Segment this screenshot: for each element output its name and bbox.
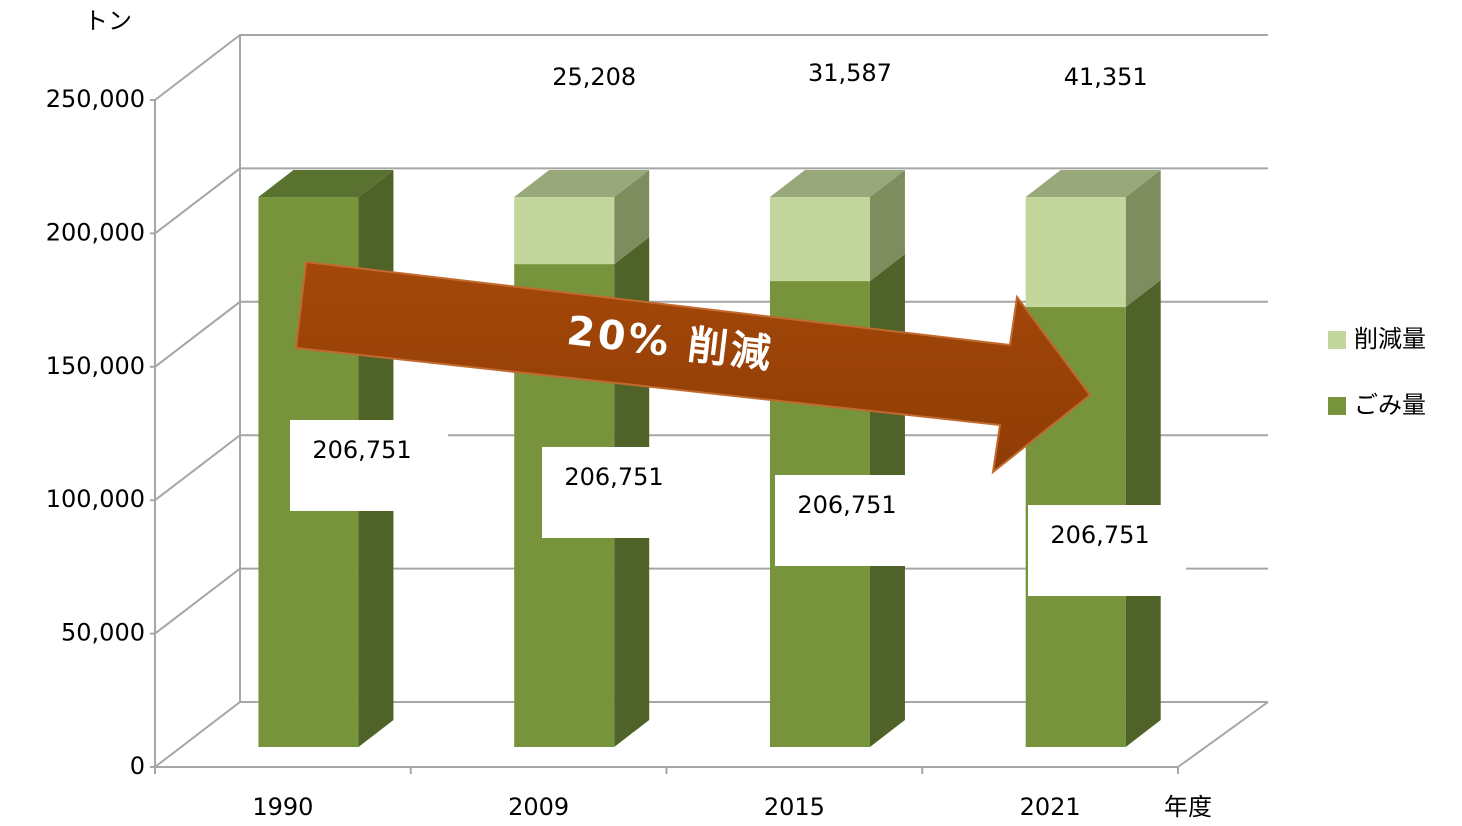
legend-label: 削減量: [1354, 325, 1426, 353]
bar-top: [1025, 170, 1161, 198]
x-tick-label: 2021: [1020, 793, 1081, 821]
x-axis-label: 年度: [1164, 793, 1212, 821]
data-label: 31,587: [808, 59, 892, 87]
data-label: 25,208: [552, 63, 636, 91]
annotation: 206,751: [1050, 521, 1149, 549]
legend-swatch: [1328, 331, 1346, 349]
x-tick-label: 2009: [508, 793, 569, 821]
x-tick-label: 2015: [764, 793, 825, 821]
annotation: 206,751: [564, 463, 663, 491]
y-tick-label: 50,000: [61, 619, 145, 647]
annotation: 206,751: [797, 491, 896, 519]
y-tick-label: 0: [130, 752, 145, 780]
annotation: 206,751: [312, 436, 411, 464]
bar-segment: [1025, 197, 1126, 308]
annotation-box: [290, 420, 448, 511]
annotation-box: [542, 447, 700, 538]
bar-side: [869, 170, 905, 282]
x-tick-label: 1990: [252, 793, 313, 821]
y-tick-label: 100,000: [46, 485, 145, 513]
bar-segment: [769, 197, 870, 282]
grid-line: [154, 701, 1268, 768]
bar-segment: [514, 197, 615, 265]
grid: 0 50,000 100,000 150,000 200,000 250,000: [46, 34, 1269, 780]
floor-edge: [1177, 701, 1269, 768]
grid-line: [154, 300, 1268, 368]
grid-line: [154, 167, 1268, 235]
data-label: 41,351: [1064, 63, 1148, 91]
annotation-box: [1028, 505, 1186, 596]
grid-line: [154, 567, 1268, 635]
grid-line: [154, 434, 1268, 501]
bar-top: [769, 170, 905, 198]
y-tick-label: 200,000: [46, 218, 145, 246]
y-tick-label: 150,000: [46, 352, 145, 380]
y-unit-label: トン: [84, 7, 132, 35]
bar-top: [258, 170, 394, 198]
arrow: [294, 260, 1092, 475]
annotations: 25,208 31,587 41,351 206,751 206,751 206,751 2…: [290, 59, 1426, 596]
legend-swatch: [1328, 397, 1346, 415]
bar-top: [514, 170, 650, 198]
legend-label: ごみ量: [1354, 391, 1426, 419]
grid-line: [154, 34, 1268, 101]
bar-side: [1125, 170, 1161, 308]
bar-side: [614, 170, 650, 265]
y-tick-label: 250,000: [46, 85, 145, 113]
annotation-box: [775, 475, 933, 566]
